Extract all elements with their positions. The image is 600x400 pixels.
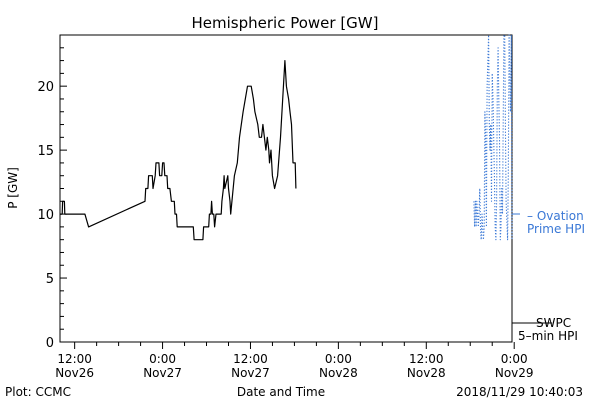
y-tick-label: 10 — [37, 208, 54, 223]
y-tick-label: 0 — [46, 336, 54, 351]
series-ovation-prime-line — [473, 34, 513, 241]
x-tick-label-date: Nov29 — [495, 366, 534, 380]
x-tick-label-date: Nov27 — [231, 366, 270, 380]
x-tick-label-time: 0:00 — [501, 352, 528, 366]
chart-title: Hemispheric Power [GW] — [192, 14, 379, 32]
legend-swpc-label-2: 5–min HPI — [518, 329, 578, 343]
x-tick-label-date: Nov28 — [319, 366, 358, 380]
x-tick-label-date: Nov26 — [55, 366, 94, 380]
tick-group: 0510152012:00Nov260:00Nov2712:00Nov270:0… — [37, 34, 534, 380]
series-swpc-line — [60, 59, 297, 241]
x-tick-label-time: 12:00 — [57, 352, 92, 366]
x-tick-label-date: Nov27 — [143, 366, 182, 380]
y-axis-label: P [GW] — [6, 167, 20, 209]
plot-credit: Plot: CCMC — [5, 385, 71, 399]
legend-ovation-label-2: Prime HPI — [527, 222, 585, 236]
x-axis-label: Date and Time — [237, 385, 325, 399]
plot-timestamp: 2018/11/29 10:40:03 — [456, 385, 583, 399]
y-tick-label: 20 — [37, 80, 54, 95]
x-tick-label-time: 12:00 — [409, 352, 444, 366]
x-tick-label-time: 0:00 — [325, 352, 352, 366]
y-tick-label: 15 — [37, 144, 54, 159]
x-tick-label-time: 12:00 — [233, 352, 268, 366]
x-tick-label-date: Nov28 — [407, 366, 446, 380]
y-tick-label: 5 — [46, 272, 54, 287]
legend-swpc-label: SWPC — [536, 316, 571, 330]
legend-ovation-label: – Ovation — [527, 209, 584, 223]
series-group — [60, 34, 513, 241]
x-tick-label-time: 0:00 — [149, 352, 176, 366]
